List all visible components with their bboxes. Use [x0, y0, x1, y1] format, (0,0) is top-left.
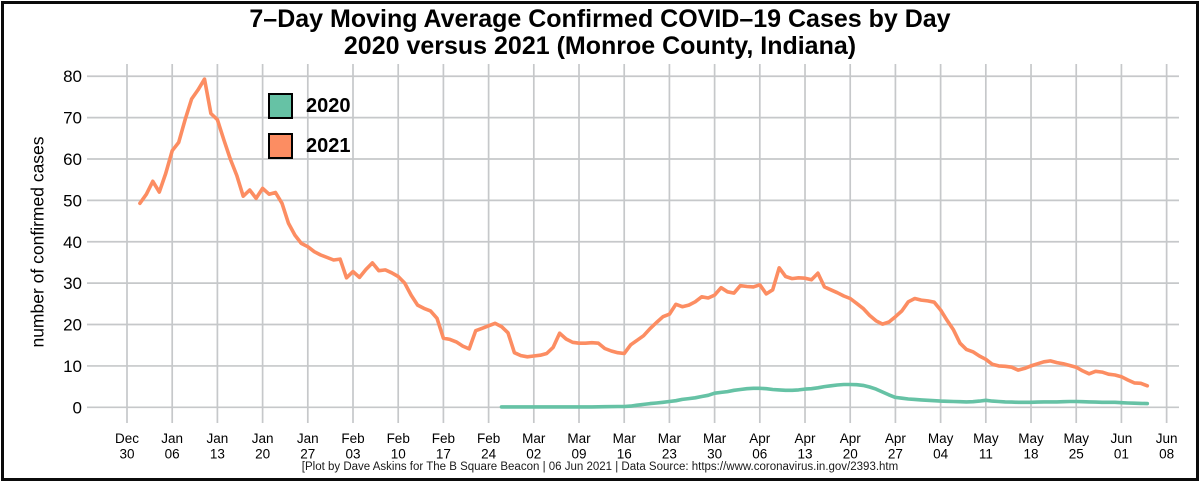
- y-tick-label-30: 30: [63, 274, 82, 293]
- legend-item-2021: 2021: [268, 126, 351, 166]
- y-tick-label-50: 50: [63, 191, 82, 210]
- x-tick-label-Jan20: Jan 20: [252, 431, 274, 462]
- legend-item-2020: 2020: [268, 86, 351, 126]
- x-tick-label-May18: May 18: [1018, 431, 1044, 462]
- y-tick-label-20: 20: [63, 316, 82, 335]
- x-tick-label-Feb03: Feb 03: [341, 431, 364, 462]
- y-tick-label-0: 0: [73, 398, 82, 417]
- chart-title-line1: 7–Day Moving Average Confirmed COVID–19 …: [249, 5, 951, 33]
- legend-swatch-2020: [268, 93, 293, 119]
- x-tick-label-May04: May 04: [928, 431, 954, 462]
- x-tick-label-Dec30: Dec 30: [115, 431, 139, 462]
- y-tick-label-40: 40: [63, 233, 82, 252]
- y-tick-label-60: 60: [63, 150, 82, 169]
- y-tick-label-10: 10: [63, 357, 82, 376]
- footer-credit: [Plot by Dave Askins for The B Square Be…: [301, 461, 899, 473]
- series-line-2021: [138, 77, 1150, 388]
- x-tick-label-Jan13: Jan 13: [207, 431, 229, 462]
- legend-label-2020: 2020: [306, 94, 351, 117]
- legend-swatch-2021: [268, 133, 293, 159]
- x-tick-label-Jan06: Jan 06: [161, 431, 183, 462]
- x-tick-label-Mar16: Mar 16: [613, 431, 637, 462]
- x-tick-label-May25: May 25: [1063, 431, 1089, 462]
- x-tick-label-Apr27: Apr 27: [885, 431, 907, 462]
- y-axis-label: number of confirmed cases: [27, 136, 48, 348]
- y-tick-label-70: 70: [63, 109, 82, 128]
- x-tick-label-Mar09: Mar 09: [567, 431, 591, 462]
- legend: 2020 2021: [268, 86, 351, 166]
- x-tick-label-Apr06: Apr 06: [749, 431, 771, 462]
- y-tick-label-80: 80: [63, 67, 82, 86]
- x-tick-label-Apr20: Apr 20: [840, 431, 862, 462]
- x-tick-label-Feb24: Feb 24: [477, 431, 500, 462]
- chart-title-line2: 2020 versus 2021 (Monroe County, Indiana…: [343, 32, 857, 60]
- series-line-2020: [499, 382, 1150, 409]
- x-tick-label-Mar02: Mar 02: [522, 431, 546, 462]
- chart-title: 7–Day Moving Average Confirmed COVID–19 …: [0, 6, 1200, 60]
- x-tick-label-Apr13: Apr 13: [795, 431, 817, 462]
- x-tick-label-Feb17: Feb 17: [432, 431, 455, 462]
- x-tick-label-May11: May 11: [973, 431, 999, 462]
- x-tick-label-Mar23: Mar 23: [658, 431, 682, 462]
- x-tick-label-Jan27: Jan 27: [297, 431, 319, 462]
- x-tick-label-Mar30: Mar 30: [703, 431, 727, 462]
- legend-label-2021: 2021: [306, 134, 351, 157]
- x-tick-label-Jun01: Jun 01: [1111, 431, 1133, 462]
- x-tick-label-Jun08: Jun 08: [1156, 431, 1178, 462]
- x-tick-label-Feb10: Feb 10: [387, 431, 410, 462]
